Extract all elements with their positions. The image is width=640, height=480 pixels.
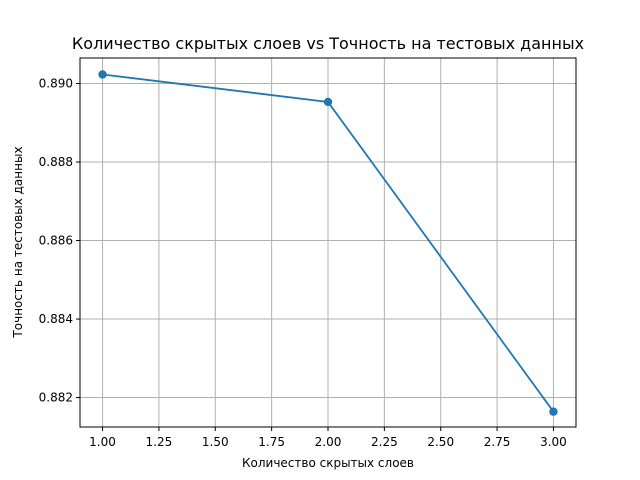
x-tick-label: 1.25 (146, 435, 173, 449)
y-tick-label: 0.886 (39, 234, 73, 248)
chart-title: Количество скрытых слоев vs Точность на … (72, 34, 584, 53)
x-axis-ticks: 1.00 1.25 1.50 1.75 2.00 2.25 2.50 2.75 3.00 (89, 427, 567, 449)
x-tick-label: 2.50 (427, 435, 454, 449)
x-tick-label: 3.00 (540, 435, 567, 449)
x-tick-label: 1.00 (89, 435, 116, 449)
x-axis-label: Количество скрытых слоев (242, 456, 414, 470)
x-tick-label: 1.75 (258, 435, 285, 449)
data-point (323, 97, 333, 107)
y-axis-label: Точность на тестовых данных (11, 146, 25, 338)
y-axis-ticks: 0.882 0.884 0.886 0.888 0.890 (39, 77, 80, 405)
series-layer (98, 70, 558, 416)
y-tick-label: 0.882 (39, 391, 73, 405)
x-tick-label: 2.75 (484, 435, 511, 449)
x-tick-label: 1.50 (202, 435, 229, 449)
x-tick-label: 2.00 (315, 435, 342, 449)
data-point (549, 407, 558, 416)
y-tick-label: 0.888 (39, 155, 73, 169)
y-tick-label: 0.884 (39, 312, 73, 326)
grid-lines (80, 58, 576, 427)
data-point (98, 70, 107, 79)
x-tick-label: 2.25 (371, 435, 398, 449)
y-tick-label: 0.890 (39, 77, 73, 91)
